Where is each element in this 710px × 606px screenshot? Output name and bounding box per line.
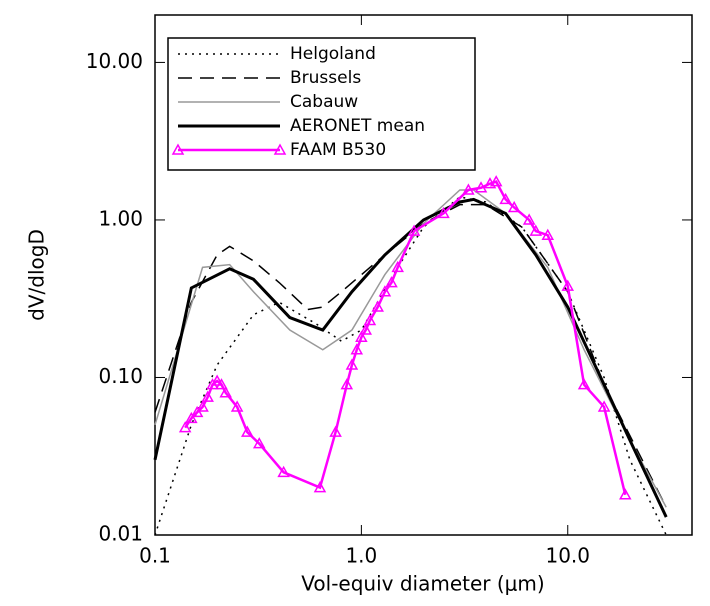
- marker: [350, 343, 364, 355]
- marker: [359, 323, 373, 335]
- legend-box: [167, 37, 476, 171]
- legend-label: AERONET mean: [290, 116, 425, 136]
- x-tick-label: 0.1: [139, 544, 171, 568]
- series-line: [184, 180, 627, 496]
- marker: [201, 390, 214, 402]
- legend-label: Brussels: [290, 68, 361, 88]
- marker: [178, 421, 192, 433]
- marker: [437, 206, 450, 219]
- series-line: [154, 189, 667, 508]
- marker: [597, 400, 611, 412]
- marker: [407, 224, 421, 236]
- marker: [499, 192, 512, 205]
- legend-label: Helgoland: [290, 44, 376, 64]
- marker: [489, 175, 503, 187]
- legend-marker: [273, 143, 287, 155]
- marker: [385, 276, 398, 288]
- marker: [522, 213, 536, 225]
- marker: [355, 330, 368, 343]
- marker: [371, 300, 384, 312]
- marker: [215, 378, 228, 390]
- marker: [378, 285, 392, 297]
- marker: [206, 378, 219, 390]
- marker: [252, 437, 266, 449]
- marker: [507, 200, 521, 213]
- marker: [340, 378, 354, 390]
- marker: [462, 183, 475, 195]
- series-line: [153, 197, 668, 518]
- marker: [474, 181, 488, 193]
- x-tick-label: 10.0: [545, 544, 590, 568]
- x-axis-title: Vol-equiv diameter (μm): [301, 572, 544, 596]
- marker: [196, 400, 209, 412]
- marker: [329, 425, 342, 437]
- y-tick-label: 10.00: [86, 49, 143, 73]
- marker: [561, 279, 575, 291]
- plot-frame: [154, 14, 693, 536]
- marker: [345, 358, 359, 370]
- legend-label: FAAM B530: [290, 140, 386, 160]
- y-tick-label: 0.01: [98, 522, 143, 546]
- y-tick-label: 1.00: [98, 206, 143, 230]
- marker: [190, 405, 204, 418]
- marker: [277, 465, 290, 478]
- marker: [185, 411, 198, 424]
- marker: [541, 228, 555, 240]
- marker: [241, 425, 254, 437]
- x-tick-label: 1.0: [345, 544, 377, 568]
- marker: [619, 488, 632, 500]
- legend-marker: [171, 143, 185, 155]
- y-axis-title: dV/dlogD: [25, 229, 49, 321]
- legend-label: Cabauw: [290, 92, 358, 112]
- marker: [363, 313, 377, 326]
- marker: [529, 224, 543, 236]
- marker: [577, 378, 591, 390]
- legend: Helgoland Brussels Cabauw AERONET mean FAAM …: [167, 37, 476, 171]
- marker: [230, 400, 244, 412]
- marker: [391, 260, 404, 273]
- marker: [219, 386, 232, 398]
- series-line: [154, 203, 667, 508]
- marker: [313, 481, 327, 493]
- marker: [210, 374, 224, 386]
- y-tick-label: 0.10: [98, 364, 143, 388]
